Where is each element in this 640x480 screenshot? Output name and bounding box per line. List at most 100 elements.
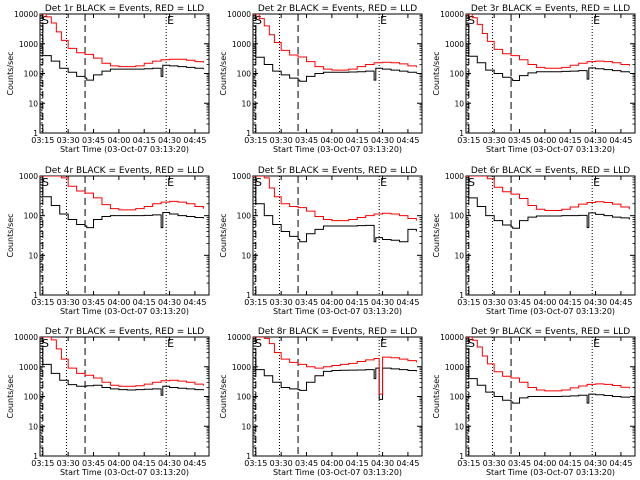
y-tick-label: 100	[450, 393, 465, 402]
start-marker: S	[255, 337, 262, 350]
y-tick-label: 100	[237, 70, 252, 79]
y-tick-label: 100	[24, 212, 39, 221]
end-marker: E	[380, 176, 387, 189]
x-axis-label: Start Time (03-Oct-07 03:13:20)	[273, 468, 402, 477]
x-tick-label: 03:45	[508, 459, 531, 468]
y-tick-label: 1000	[19, 40, 38, 49]
y-tick-label: 10	[454, 251, 464, 260]
series-lld-line	[253, 14, 417, 71]
y-tick-label: 1	[246, 129, 251, 138]
x-tick-label: 04:15	[133, 459, 156, 468]
plot-frame	[465, 13, 636, 134]
x-tick-label: 04:15	[133, 298, 156, 307]
panel-title: Det 6r BLACK = Events, RED = LLD	[471, 166, 630, 176]
panel-title: Det 7r BLACK = Events, RED = LLD	[45, 327, 204, 337]
y-tick-label: 1	[33, 452, 38, 461]
series-events-line	[466, 23, 630, 82]
x-tick-label: 03:30	[483, 136, 506, 145]
y-tick-label: 1	[33, 129, 38, 138]
y-tick-label: 1	[246, 291, 251, 300]
panel-title: Det 1r BLACK = Events, RED = LLD	[45, 4, 204, 14]
end-marker: E	[380, 14, 387, 27]
x-tick-label: 03:30	[57, 459, 80, 468]
x-tick-label: 03:15	[457, 136, 480, 145]
panel-title: Det 3r BLACK = Events, RED = LLD	[471, 4, 630, 14]
x-tick-label: 03:30	[57, 298, 80, 307]
end-marker: E	[593, 14, 600, 27]
start-marker: S	[468, 14, 475, 27]
x-tick-label: 04:15	[346, 298, 369, 307]
y-axis-label: Counts/sec	[219, 374, 228, 418]
start-marker: S	[468, 176, 475, 189]
x-tick-label: 04:00	[320, 298, 343, 307]
x-tick-label: 04:00	[320, 136, 343, 145]
series-events-line	[40, 345, 204, 396]
y-tick-label: 10	[241, 99, 251, 108]
y-tick-label: 10000	[440, 333, 464, 342]
y-tick-label: 1	[459, 129, 464, 138]
x-tick-label: 03:15	[31, 459, 54, 468]
y-tick-label: 1	[459, 452, 464, 461]
y-axis-label: Counts/sec	[219, 51, 228, 95]
y-axis-label: Counts/sec	[432, 51, 441, 95]
series-lld-line	[253, 337, 417, 395]
plot-frame	[465, 175, 636, 296]
end-marker: E	[593, 337, 600, 350]
series-events-line	[466, 348, 630, 404]
series-events-line	[40, 22, 204, 81]
y-tick-label: 1000	[445, 172, 464, 181]
x-tick-label: 04:00	[320, 459, 343, 468]
end-marker: E	[167, 337, 174, 350]
x-axis-label: Start Time (03-Oct-07 03:13:20)	[60, 468, 189, 477]
panel-title: Det 4r BLACK = Events, RED = LLD	[45, 166, 204, 176]
y-tick-label: 1000	[19, 363, 38, 372]
x-tick-label: 04:45	[183, 298, 206, 307]
x-tick-label: 04:45	[183, 459, 206, 468]
y-axis-label: Counts/sec	[219, 213, 228, 257]
x-tick-label: 04:30	[158, 459, 181, 468]
y-tick-label: 1000	[19, 172, 38, 181]
y-tick-label: 100	[450, 212, 465, 221]
y-tick-label: 100	[450, 70, 465, 79]
x-tick-label: 03:45	[82, 298, 105, 307]
series-lld-line	[40, 176, 204, 211]
x-axis-label: Start Time (03-Oct-07 03:13:20)	[60, 307, 189, 316]
y-axis-label: Counts/sec	[6, 213, 15, 257]
x-axis-label: Start Time (03-Oct-07 03:13:20)	[273, 145, 402, 154]
x-tick-label: 03:15	[457, 459, 480, 468]
x-tick-label: 03:45	[295, 136, 318, 145]
y-axis-label: Counts/sec	[6, 374, 15, 418]
x-tick-label: 04:45	[183, 136, 206, 145]
x-tick-label: 03:30	[57, 136, 80, 145]
x-tick-label: 03:30	[483, 459, 506, 468]
y-tick-label: 10	[28, 251, 38, 260]
x-axis-label: Start Time (03-Oct-07 03:13:20)	[273, 307, 402, 316]
y-axis-label: Counts/sec	[6, 51, 15, 95]
x-tick-label: 03:45	[295, 459, 318, 468]
x-tick-label: 04:15	[133, 136, 156, 145]
x-axis-label: Start Time (03-Oct-07 03:13:20)	[486, 307, 615, 316]
plot-frame	[252, 13, 423, 134]
series-lld-line	[40, 337, 204, 387]
end-marker: E	[167, 14, 174, 27]
plot-frame	[39, 13, 210, 134]
panel-title: Det 8r BLACK = Events, RED = LLD	[258, 327, 417, 337]
x-tick-label: 04:45	[396, 459, 419, 468]
x-tick-label: 03:45	[295, 298, 318, 307]
x-tick-label: 03:45	[82, 459, 105, 468]
x-tick-label: 03:30	[270, 298, 293, 307]
y-tick-label: 10	[454, 99, 464, 108]
series-events-line	[253, 179, 417, 243]
x-tick-label: 03:15	[244, 136, 267, 145]
y-tick-label: 10000	[227, 10, 251, 19]
x-tick-label: 04:15	[559, 298, 582, 307]
y-axis-label: Counts/sec	[432, 213, 441, 257]
